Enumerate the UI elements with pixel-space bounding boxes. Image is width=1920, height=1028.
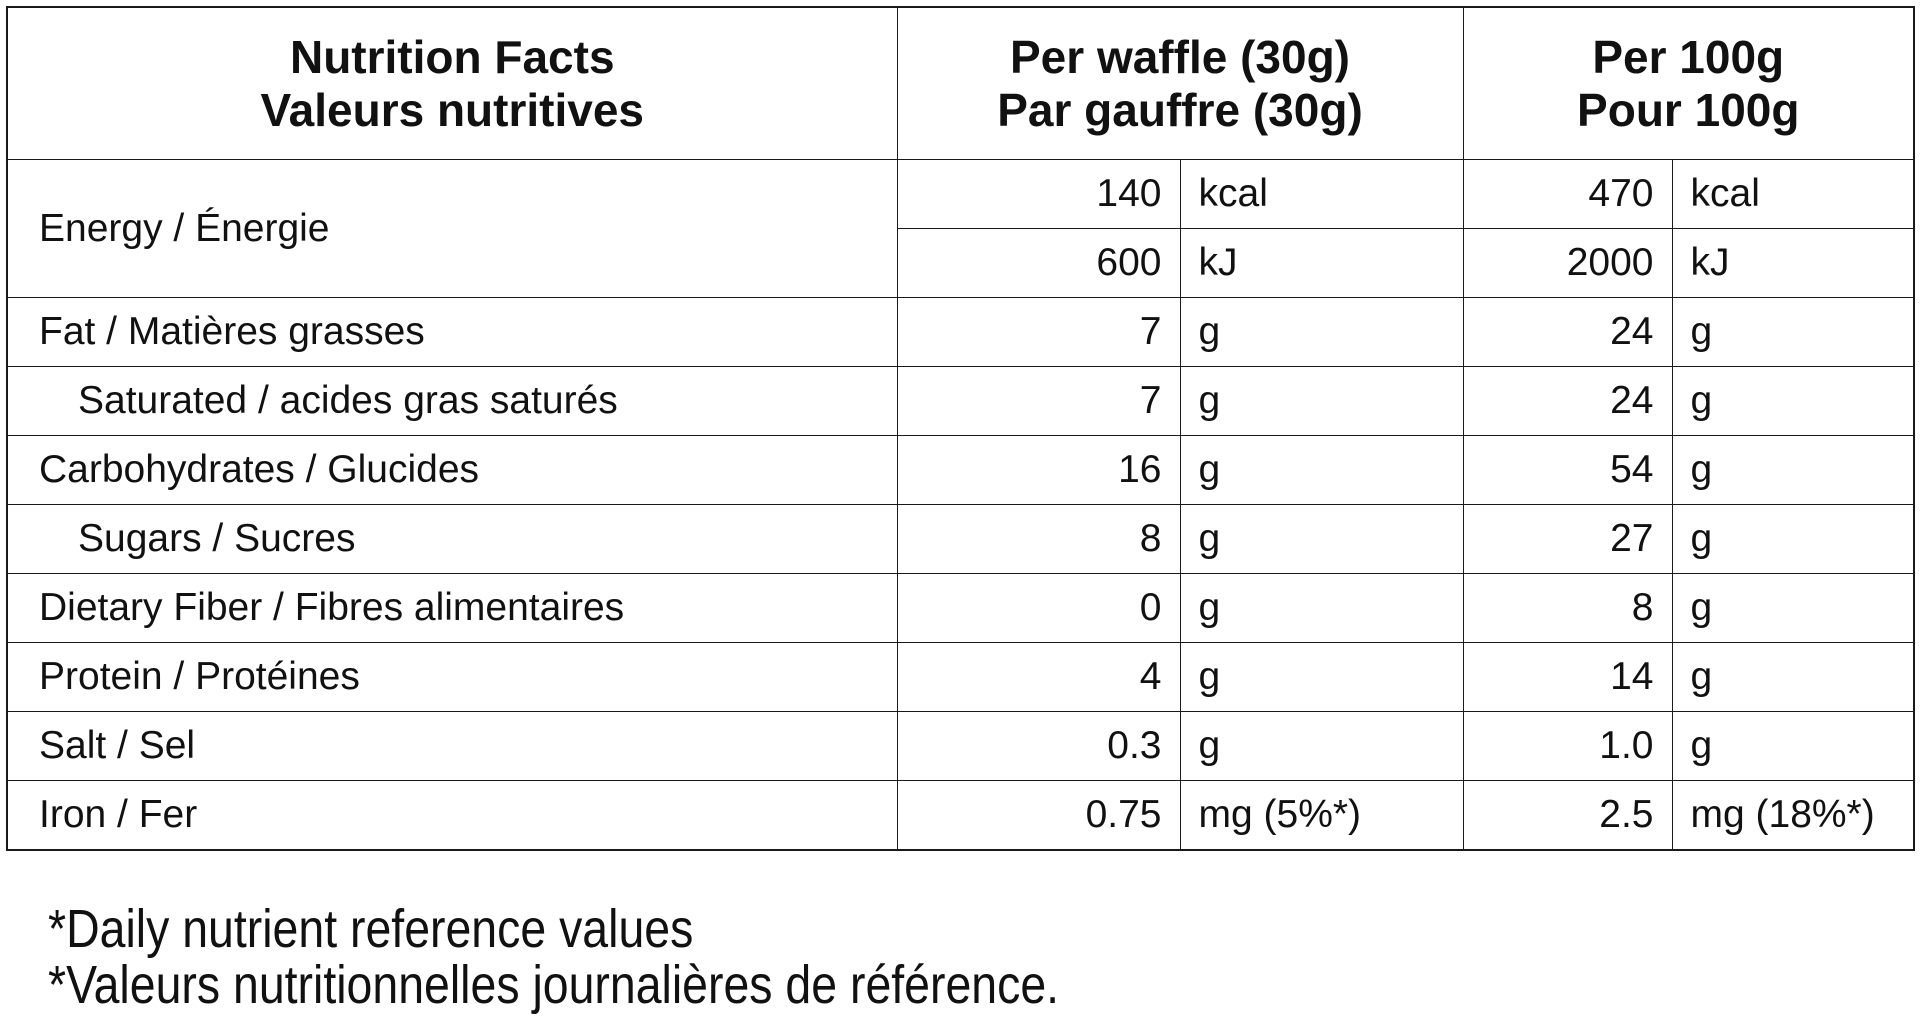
- serving-unit: kcal: [1179, 159, 1464, 229]
- serving-unit: g: [1179, 573, 1464, 643]
- serving-value: 0: [896, 573, 1181, 643]
- serving-unit: g: [1179, 366, 1464, 436]
- serving-unit: g: [1179, 711, 1464, 781]
- table-body: Energy / Énergie 140 kcal 470 kcal 600 kJ 2000 k…: [6, 159, 1915, 851]
- header-line: Per 100g: [1592, 30, 1785, 83]
- header-line: Nutrition Facts: [289, 30, 615, 83]
- row-label: Sugars / Sucres: [6, 504, 898, 574]
- serving-unit: g: [1179, 435, 1464, 505]
- header-line: Per waffle (30g): [1010, 30, 1350, 83]
- header-title: Nutrition Facts Valeurs nutritives: [6, 6, 898, 160]
- serving-value: 4: [896, 642, 1181, 712]
- per100-unit: g: [1671, 642, 1915, 712]
- table-row: Iron / Fer 0.75 mg (5%*) 2.5 mg (18%*): [6, 780, 1915, 851]
- per100-unit: kcal: [1671, 159, 1915, 229]
- header-line: Pour 100g: [1577, 83, 1800, 136]
- header-serving: Per waffle (30g) Par gauffre (30g): [896, 6, 1464, 160]
- nutrition-table: Nutrition Facts Valeurs nutritives Per wa…: [6, 6, 1916, 851]
- serving-unit: kJ: [1179, 228, 1464, 298]
- header-100g: Per 100g Pour 100g: [1462, 6, 1915, 160]
- header-line: Valeurs nutritives: [260, 83, 645, 136]
- header-line: Par gauffre (30g): [997, 83, 1363, 136]
- row-label: Energy / Énergie: [6, 159, 898, 298]
- row-label: Fat / Matières grasses: [6, 297, 898, 367]
- per100-value: 8: [1462, 573, 1673, 643]
- per100-value: 470: [1462, 159, 1673, 229]
- per100-value: 54: [1462, 435, 1673, 505]
- table-row: Salt / Sel 0.3 g 1.0 g: [6, 711, 1915, 781]
- table-row: Carbohydrates / Glucides 16 g 54 g: [6, 435, 1915, 505]
- serving-unit: mg (5%*): [1179, 780, 1464, 851]
- per100-value: 24: [1462, 297, 1673, 367]
- table-row: Energy / Énergie 140 kcal 470 kcal: [6, 159, 1915, 298]
- per100-unit: mg (18%*): [1671, 780, 1915, 851]
- table-row: Dietary Fiber / Fibres alimentaires 0 g 8 g: [6, 573, 1915, 643]
- serving-value: 8: [896, 504, 1181, 574]
- per100-unit: g: [1671, 435, 1915, 505]
- per100-value: 2.5: [1462, 780, 1673, 851]
- serving-value: 600: [896, 228, 1181, 298]
- table-row: Sugars / Sucres 8 g 27 g: [6, 504, 1915, 574]
- serving-value: 0.3: [896, 711, 1181, 781]
- per100-value: 24: [1462, 366, 1673, 436]
- serving-value: 140: [896, 159, 1181, 229]
- per100-unit: g: [1671, 711, 1915, 781]
- row-label: Dietary Fiber / Fibres alimentaires: [6, 573, 898, 643]
- row-label: Iron / Fer: [6, 780, 898, 851]
- per100-unit: g: [1671, 573, 1915, 643]
- row-label: Saturated / acides gras saturés: [6, 366, 898, 436]
- serving-value: 0.75: [896, 780, 1181, 851]
- table-row: Protein / Protéines 4 g 14 g: [6, 642, 1915, 712]
- table-row: Saturated / acides gras saturés 7 g 24 g: [6, 366, 1915, 436]
- table-row: Fat / Matières grasses 7 g 24 g: [6, 297, 1915, 367]
- per100-unit: g: [1671, 504, 1915, 574]
- serving-unit: g: [1179, 642, 1464, 712]
- row-label: Protein / Protéines: [6, 642, 898, 712]
- header-row: Nutrition Facts Valeurs nutritives Per wa…: [6, 6, 1915, 160]
- per100-value: 1.0: [1462, 711, 1673, 781]
- serving-value: 7: [896, 297, 1181, 367]
- per100-unit: g: [1671, 297, 1915, 367]
- footnote: *Valeurs nutritionnelles journalières de…: [48, 955, 1060, 1015]
- per100-unit: kJ: [1671, 228, 1915, 298]
- serving-value: 16: [896, 435, 1181, 505]
- per100-value: 2000: [1462, 228, 1673, 298]
- row-label: Salt / Sel: [6, 711, 898, 781]
- serving-value: 7: [896, 366, 1181, 436]
- row-label: Carbohydrates / Glucides: [6, 435, 898, 505]
- per100-value: 14: [1462, 642, 1673, 712]
- per100-unit: g: [1671, 366, 1915, 436]
- serving-unit: g: [1179, 504, 1464, 574]
- serving-unit: g: [1179, 297, 1464, 367]
- per100-value: 27: [1462, 504, 1673, 574]
- footnote: *Daily nutrient reference values: [48, 899, 694, 959]
